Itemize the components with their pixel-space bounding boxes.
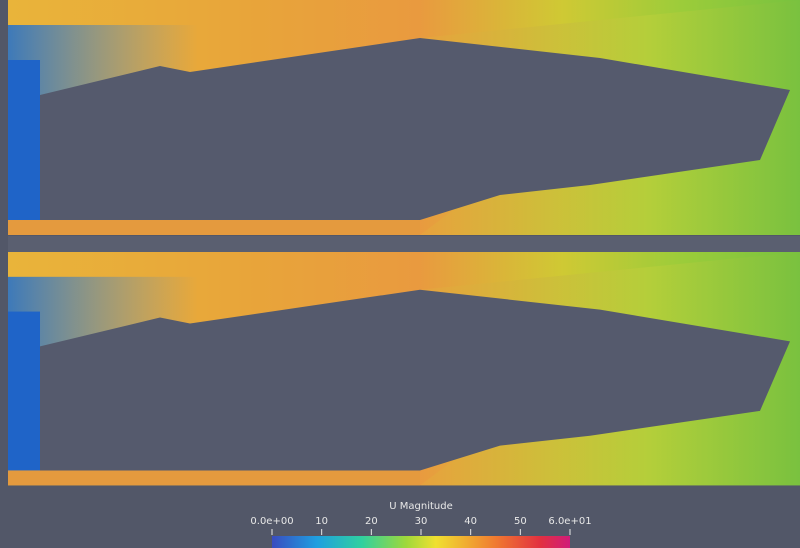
colorbar — [272, 536, 570, 548]
colorbar-tick-label: 20 — [365, 516, 378, 527]
separator — [8, 236, 800, 252]
colorbar-tick-label: 0.0e+00 — [250, 516, 293, 527]
colorbar-tick-label: 6.0e+01 — [548, 516, 591, 527]
colorbar-tick-label: 40 — [464, 516, 477, 527]
colorbar-title: U Magnitude — [389, 501, 452, 512]
flow-field-bottom — [8, 252, 800, 485]
flow-field-top — [8, 0, 800, 235]
colorbar-tick-label: 50 — [514, 516, 527, 527]
colorbar-tick-label: 10 — [315, 516, 328, 527]
viewport: U Magnitude 0.0e+00 10 20 30 40 50 6.0e+01 — [0, 0, 800, 548]
colorbar-tick-label: 30 — [415, 516, 428, 527]
